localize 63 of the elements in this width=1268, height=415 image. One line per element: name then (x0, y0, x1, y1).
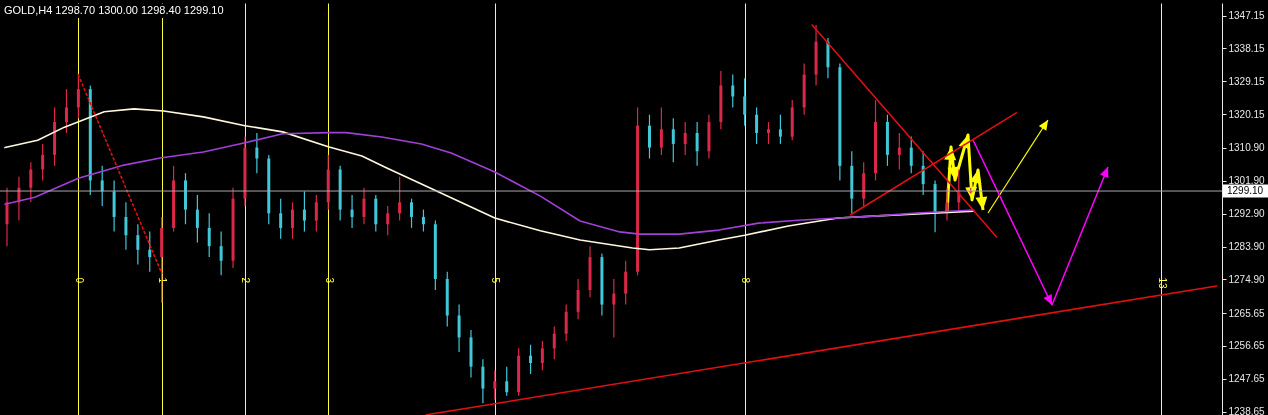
candlestick (529, 344, 533, 375)
candlestick (100, 165, 104, 207)
candlestick (755, 106, 759, 145)
y-tick-label: 1310.90 (1228, 142, 1266, 154)
y-tick-label: 1283.90 (1228, 241, 1266, 253)
candlestick (195, 194, 199, 244)
candlestick (767, 121, 770, 145)
candlestick (398, 176, 402, 222)
candlestick (386, 205, 390, 236)
candlestick (41, 143, 45, 182)
candlestick (183, 172, 187, 225)
candlestick (350, 194, 354, 229)
candlestick (493, 369, 497, 401)
y-tick-label: 1301.90 (1228, 175, 1266, 187)
candlestick (647, 114, 651, 160)
candlestick (731, 73, 735, 109)
candlestick (671, 117, 675, 163)
y-tick-label: 1238.65 (1228, 406, 1266, 415)
candlestick (743, 77, 747, 127)
candlestick (136, 223, 140, 265)
candlestick (302, 190, 306, 233)
candlestick (659, 106, 663, 156)
candlestick (5, 187, 9, 247)
candlestick (576, 278, 580, 320)
y-tick-label: 1329.15 (1228, 75, 1266, 87)
candlestick (314, 194, 318, 233)
candlestick (778, 114, 782, 145)
candlestick (909, 136, 913, 174)
candlestick (564, 303, 568, 342)
candlestick (897, 132, 901, 171)
y-tick-label: 1247.65 (1228, 373, 1266, 385)
candlestick (279, 198, 283, 240)
candlestick (457, 303, 461, 353)
candlestick (421, 209, 425, 233)
ref-line-label: 1299.10 (1227, 185, 1264, 197)
y-tick-label: 1338.15 (1228, 42, 1266, 54)
y-tick-label: 1347.15 (1228, 10, 1266, 22)
candlestick (410, 198, 414, 229)
candlestick (29, 161, 33, 203)
candlestick (64, 88, 68, 134)
candlestick (291, 201, 295, 240)
chart-title: GOLD,H4 1298.70 1300.00 1298.40 1299.10 (4, 4, 224, 16)
candlestick (148, 230, 152, 273)
candlestick (695, 121, 699, 167)
y-tick-label: 1292.90 (1228, 208, 1266, 220)
candlestick (552, 325, 556, 360)
candlestick (624, 260, 628, 306)
candlestick (362, 187, 366, 225)
line-series (4, 108, 975, 251)
candlestick (505, 366, 509, 397)
candlestick (207, 212, 211, 258)
y-tick-label: 1256.65 (1228, 340, 1266, 352)
candlestick (612, 278, 616, 339)
candlestick (124, 201, 128, 251)
y-tick-label: 1320.15 (1228, 108, 1266, 120)
candlestick (540, 340, 544, 371)
y-tick-label: 1274.90 (1228, 273, 1266, 285)
candlestick (481, 358, 485, 404)
y-tick-label: 1265.65 (1228, 307, 1266, 319)
candlestick (219, 230, 223, 276)
candlestick (683, 121, 687, 156)
candlestick (255, 132, 259, 174)
candlestick (874, 99, 878, 182)
